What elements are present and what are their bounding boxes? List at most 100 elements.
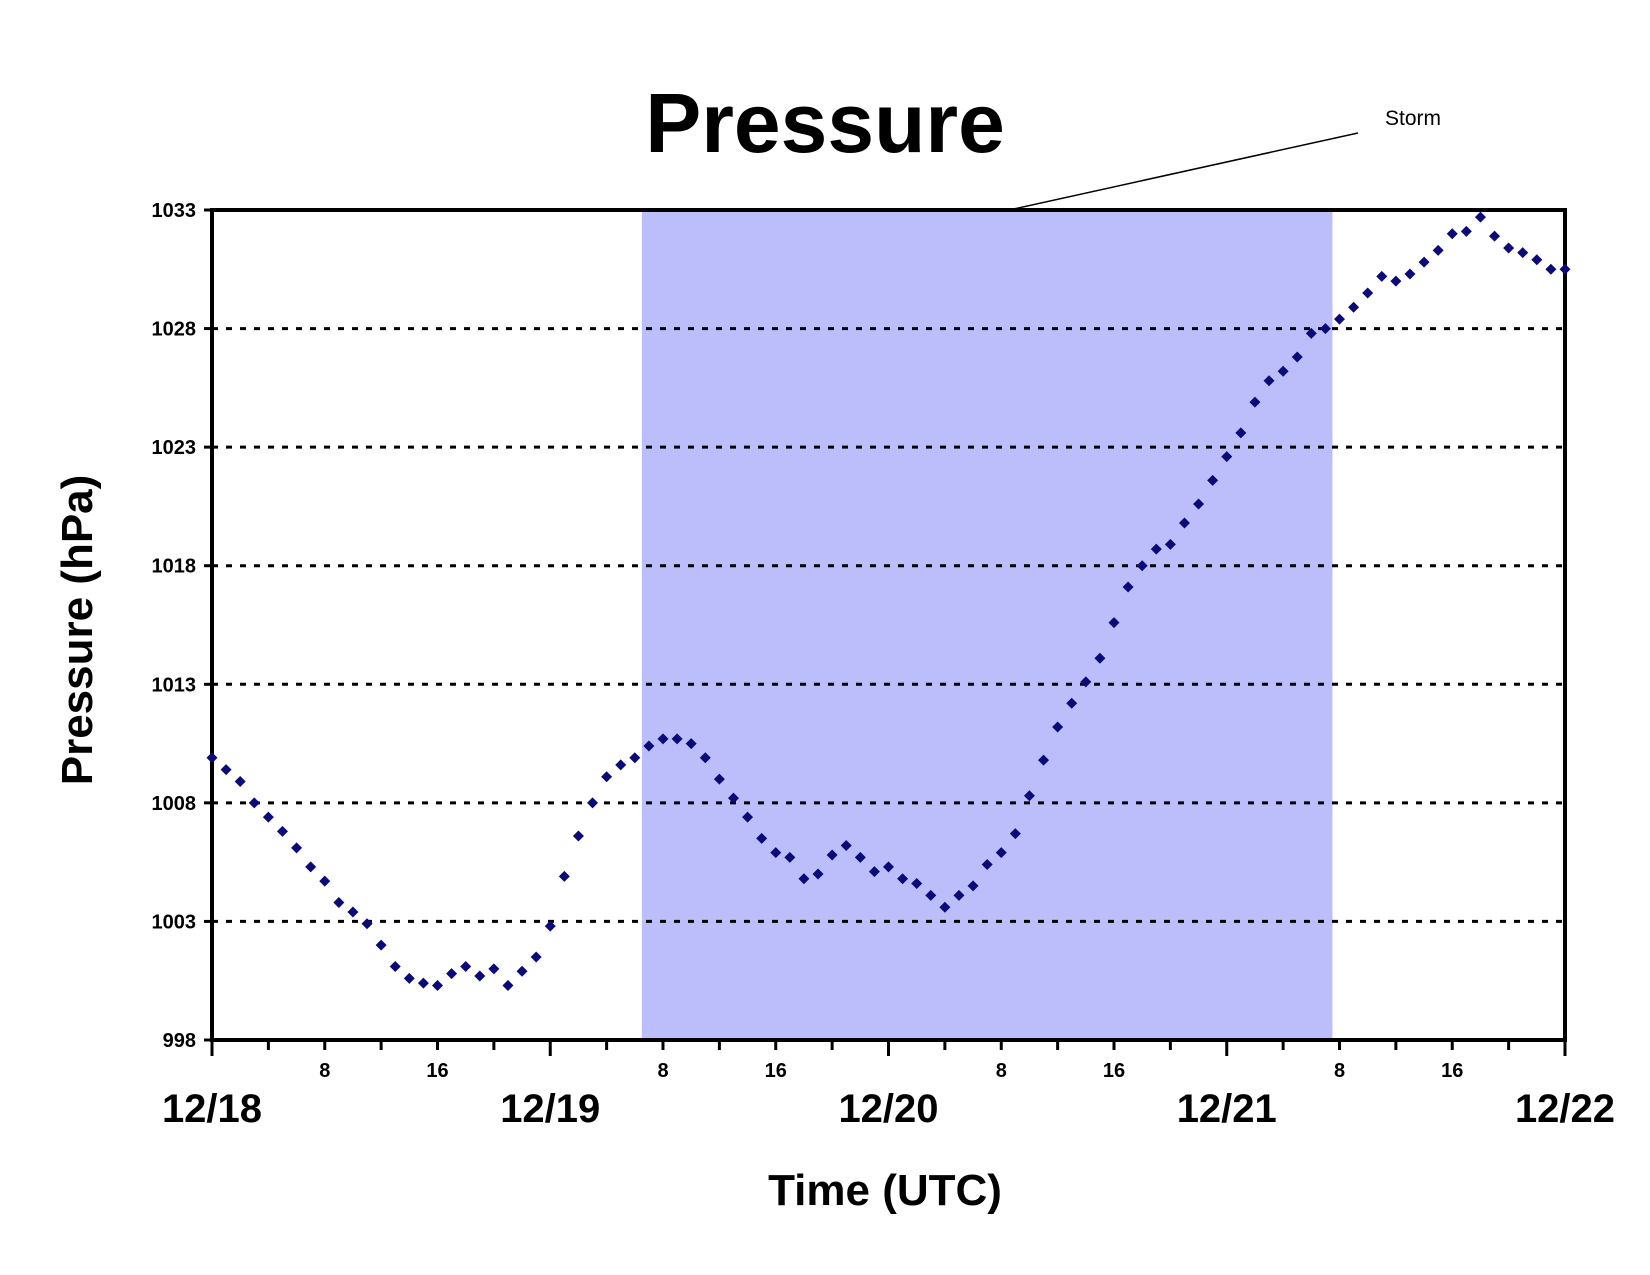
x-minor-tick-label: 16 — [765, 1060, 787, 1082]
data-point — [601, 771, 613, 783]
data-point — [685, 738, 697, 750]
data-point — [262, 811, 274, 823]
y-tick-label: 1033 — [152, 200, 197, 222]
data-point — [1348, 301, 1360, 313]
x-minor-tick-label: 8 — [1334, 1060, 1345, 1082]
data-point — [798, 873, 810, 885]
data-point — [883, 861, 894, 873]
data-point — [1052, 721, 1064, 733]
data-point — [1432, 244, 1444, 256]
data-point — [1531, 254, 1543, 266]
x-major-tick-label: 12/20 — [838, 1087, 938, 1131]
data-point — [1362, 287, 1374, 299]
data-point — [1150, 543, 1162, 555]
x-tick-layer: 8 16 8 16 8 16 8 16 12/18 12/19 12/20 12/21 12/22 — [162, 1040, 1615, 1131]
storm-shaded-region — [641, 210, 1333, 1040]
data-point — [474, 970, 486, 982]
data-point — [1094, 652, 1106, 664]
data-point — [417, 977, 429, 989]
data-point — [756, 832, 768, 844]
data-point — [868, 866, 880, 878]
data-point — [1038, 754, 1050, 766]
gridlines-layer — [212, 327, 1565, 923]
data-point — [784, 851, 796, 863]
data-point — [854, 851, 866, 863]
y-tick-label: 998 — [163, 1030, 196, 1052]
data-point — [1545, 263, 1557, 275]
data-point — [911, 877, 923, 889]
data-point — [544, 920, 556, 932]
data-point — [1023, 790, 1035, 802]
x-minor-tick-label: 16 — [1441, 1060, 1463, 1082]
data-point — [1009, 828, 1021, 840]
data-point — [1446, 228, 1458, 240]
data-point — [1517, 247, 1529, 259]
data-point — [1418, 256, 1430, 268]
x-axis-title: Time (UTC) — [768, 1166, 1002, 1215]
data-point — [206, 752, 218, 764]
data-point — [981, 859, 993, 871]
data-point — [1334, 313, 1345, 325]
data-point — [1066, 697, 1078, 709]
storm-shaded-region-layer — [641, 210, 1333, 1040]
data-point — [1178, 517, 1190, 529]
data-point — [713, 773, 725, 785]
data-point — [1474, 211, 1486, 223]
data-point — [361, 918, 373, 930]
y-axis-title: Pressure (hPa) — [53, 475, 102, 786]
data-point — [1249, 396, 1261, 408]
y-tick-label: 1008 — [152, 793, 197, 815]
data-point — [1136, 560, 1148, 572]
chart-title: Pressure — [645, 76, 1005, 170]
y-tick-label: 1013 — [152, 674, 197, 696]
data-point — [587, 797, 599, 809]
data-point — [1277, 365, 1289, 377]
y-tick-label: 1023 — [152, 437, 197, 459]
data-point — [558, 870, 570, 882]
data-point — [234, 776, 246, 788]
data-point — [1207, 474, 1219, 486]
data-point — [1390, 275, 1402, 287]
data-point — [1305, 327, 1317, 339]
x-minor-tick-label: 16 — [426, 1060, 448, 1082]
data-point — [629, 752, 641, 764]
y-tick-label: 1028 — [152, 319, 197, 341]
data-point — [572, 830, 584, 842]
data-point — [812, 868, 824, 880]
data-point — [1460, 225, 1472, 237]
x-major-tick-label: 12/22 — [1515, 1087, 1615, 1131]
data-point — [1291, 351, 1303, 363]
data-point — [516, 965, 528, 977]
data-point — [1235, 427, 1247, 439]
data-point — [347, 906, 359, 918]
data-point — [995, 847, 1007, 859]
data-point — [671, 733, 683, 745]
y-tick-labels-layer: 998 1003 1008 1013 1018 1023 1028 1033 — [152, 200, 212, 1052]
data-point — [460, 960, 472, 972]
data-point — [446, 968, 458, 980]
x-major-tick-label: 12/19 — [500, 1087, 600, 1131]
data-point — [897, 873, 909, 885]
data-point — [502, 979, 514, 991]
data-point — [643, 740, 655, 752]
data-point — [1122, 581, 1134, 593]
y-tick-label: 1003 — [152, 911, 197, 933]
x-minor-tick-label: 8 — [319, 1060, 330, 1082]
data-point — [699, 752, 711, 764]
data-point — [305, 861, 317, 873]
data-point — [925, 889, 937, 901]
data-point — [727, 792, 739, 804]
y-tick-label: 1018 — [152, 556, 197, 578]
data-point — [770, 847, 782, 859]
data-point — [939, 901, 951, 913]
data-point — [1319, 323, 1331, 335]
data-point — [1263, 375, 1275, 387]
data-point — [432, 979, 443, 991]
data-point — [953, 889, 965, 901]
x-minor-tick-label: 8 — [996, 1060, 1007, 1082]
data-point — [333, 896, 345, 908]
data-point — [276, 825, 288, 837]
data-point — [1503, 242, 1515, 254]
data-point — [657, 733, 669, 745]
